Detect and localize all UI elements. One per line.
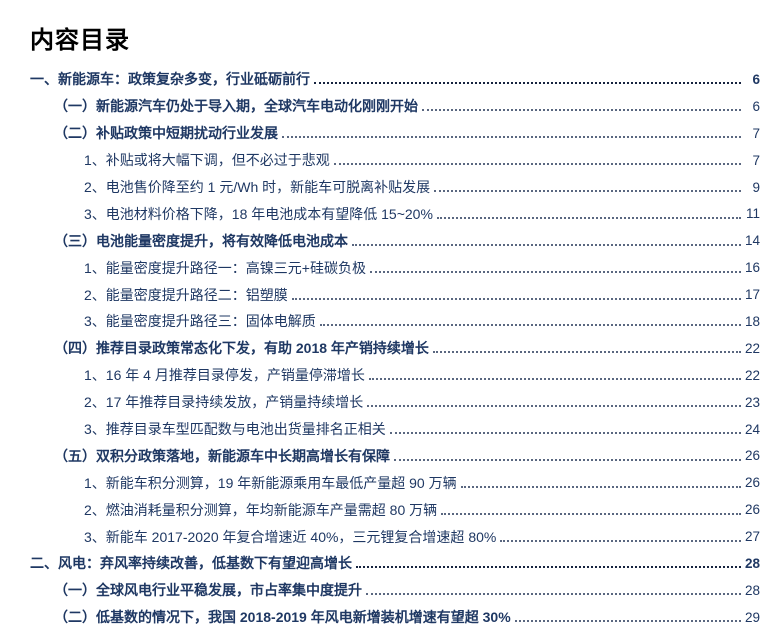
dotted-leader — [500, 539, 741, 542]
toc-entry[interactable]: （一）新能源汽车仍处于导入期，全球汽车电动化刚刚开始 6 — [28, 93, 760, 120]
toc-entry-page-number: 27 — [744, 529, 760, 545]
toc-entry-page-number: 28 — [744, 582, 760, 598]
dotted-leader — [514, 620, 741, 623]
toc-entry[interactable]: 3、新能车 2017-2020 年复合增速近 40%，三元锂复合增速超 80% … — [28, 523, 760, 550]
toc-entry-label: （一）新能源汽车仍处于导入期，全球汽车电动化刚刚开始 — [54, 98, 418, 115]
dotted-leader — [394, 458, 741, 461]
dotted-leader — [291, 297, 741, 300]
toc-entry-page-number: 18 — [744, 313, 760, 329]
toc-entry-page-number: 26 — [744, 448, 760, 464]
toc-entry[interactable]: （二）低基数的情况下，我国 2018-2019 年风电新增装机增速有望超 30%… — [28, 604, 760, 630]
dotted-leader — [389, 432, 741, 435]
toc-entry-page-number: 29 — [744, 609, 760, 625]
toc-entry[interactable]: （二）补贴政策中短期扰动行业发展 7 — [28, 120, 760, 147]
toc-entry-label: （一）全球风电行业平稳发展，市占率集中度提升 — [54, 582, 362, 599]
toc-entry-page-number: 7 — [752, 152, 760, 168]
toc-entry[interactable]: 3、推荐目录车型匹配数与电池出货量排名正相关 24 — [28, 416, 760, 443]
toc-entry[interactable]: 1、补贴或将大幅下调，但不必过于悲观 7 — [28, 147, 760, 174]
dotted-leader — [352, 243, 741, 246]
toc-entry[interactable]: 二、风电：弃风率持续改善，低基数下有望迎高增长 28 — [28, 550, 760, 577]
toc-entry[interactable]: 1、16 年 4 月推荐目录停发，产销量停滞增长 22 — [28, 362, 760, 389]
toc-entry-label: （二）补贴政策中短期扰动行业发展 — [54, 125, 278, 142]
toc-entry-label: （四）推荐目录政策常态化下发，有助 2018 年产销持续增长 — [54, 340, 429, 357]
toc-entry-page-number: 24 — [744, 421, 760, 437]
toc-entry-label: 3、能量密度提升路径三：固体电解质 — [84, 313, 316, 330]
page-title: 内容目录 — [30, 27, 130, 54]
toc-entry-page-number: 7 — [752, 125, 760, 141]
dotted-leader — [422, 109, 741, 112]
toc-entry-page-number: 11 — [745, 206, 760, 222]
toc-entry-page-number: 28 — [744, 555, 760, 571]
dotted-leader — [432, 351, 741, 354]
toc-entry[interactable]: （三）电池能量密度提升，将有效降低电池成本 14 — [28, 227, 760, 254]
toc-entry-page-number: 23 — [744, 394, 760, 410]
dotted-leader — [434, 190, 741, 192]
dotted-leader — [367, 405, 741, 408]
dotted-leader — [436, 216, 741, 219]
dotted-leader — [356, 566, 741, 569]
toc-entry-page-number: 14 — [744, 233, 760, 249]
toc-entry[interactable]: 3、电池材料价格下降，18 年电池成本有望降低 15~20% 11 — [28, 200, 760, 227]
toc-entry-label: 二、风电：弃风率持续改善，低基数下有望迎高增长 — [30, 555, 352, 572]
toc-entry-page-number: 22 — [744, 367, 760, 383]
dotted-leader — [441, 512, 741, 515]
toc-entry-page-number: 22 — [744, 340, 760, 356]
toc-entry[interactable]: 2、电池售价降至约 1 元/Wh 时，新能车可脱离补贴发展 9 — [28, 174, 760, 201]
toc-entry-label: 2、17 年推荐目录持续发放，产销量持续增长 — [84, 394, 364, 411]
table-of-contents: 一、新能源车：政策复杂多变，行业砥砺前行 6 （一）新能源汽车仍处于导入期，全球… — [28, 66, 760, 630]
dotted-leader — [369, 270, 741, 273]
dotted-leader — [282, 136, 741, 139]
dotted-leader — [319, 324, 741, 327]
dotted-leader — [314, 82, 741, 85]
toc-entry[interactable]: （五）双积分政策落地，新能源车中长期高增长有保障 26 — [28, 442, 760, 469]
dotted-leader — [366, 593, 741, 596]
toc-entry[interactable]: 一、新能源车：政策复杂多变，行业砥砺前行 6 — [28, 66, 760, 93]
toc-entry[interactable]: 3、能量密度提升路径三：固体电解质 18 — [28, 308, 760, 335]
toc-entry-label: 2、能量密度提升路径二：铝塑膜 — [84, 286, 288, 303]
dotted-leader — [333, 163, 741, 166]
toc-entry[interactable]: 2、燃油消耗量积分测算，年均新能源车产量需超 80 万辆 26 — [28, 496, 760, 523]
toc-entry-page-number: 26 — [744, 475, 760, 491]
toc-entry-label: 2、燃油消耗量积分测算，年均新能源车产量需超 80 万辆 — [84, 501, 438, 518]
toc-entry-label: 3、推荐目录车型匹配数与电池出货量排名正相关 — [84, 421, 386, 438]
toc-entry-label: 1、补贴或将大幅下调，但不必过于悲观 — [84, 152, 330, 169]
toc-entry-label: 一、新能源车：政策复杂多变，行业砥砺前行 — [30, 71, 310, 88]
toc-entry-page-number: 6 — [752, 98, 760, 114]
toc-entry-label: 1、新能车积分测算，19 年新能源乘用车最低产量超 90 万辆 — [84, 474, 457, 491]
toc-entry-label: （三）电池能量密度提升，将有效降低电池成本 — [54, 232, 348, 249]
toc-entry-label: （二）低基数的情况下，我国 2018-2019 年风电新增装机增速有望超 30% — [54, 609, 511, 626]
toc-entry-page-number: 17 — [744, 287, 760, 303]
toc-entry[interactable]: （一）全球风电行业平稳发展，市占率集中度提升 28 — [28, 577, 760, 604]
toc-entry-label: 3、新能车 2017-2020 年复合增速近 40%，三元锂复合增速超 80% — [84, 528, 497, 545]
toc-entry-page-number: 26 — [744, 502, 760, 518]
toc-entry-label: 1、16 年 4 月推荐目录停发，产销量停滞增长 — [84, 367, 365, 384]
toc-entry-page-number: 9 — [752, 179, 760, 195]
toc-entry[interactable]: 1、新能车积分测算，19 年新能源乘用车最低产量超 90 万辆 26 — [28, 469, 760, 496]
toc-entry[interactable]: 2、17 年推荐目录持续发放，产销量持续增长 23 — [28, 389, 760, 416]
toc-entry-page-number: 6 — [752, 71, 760, 87]
toc-entry[interactable]: 1、能量密度提升路径一：高镍三元+硅碳负极 16 — [28, 254, 760, 281]
toc-entry-label: 3、电池材料价格下降，18 年电池成本有望降低 15~20% — [84, 205, 433, 222]
toc-entry-label: 2、电池售价降至约 1 元/Wh 时，新能车可脱离补贴发展 — [84, 179, 431, 195]
toc-entry-label: （五）双积分政策落地，新能源车中长期高增长有保障 — [54, 447, 390, 464]
toc-entry[interactable]: 2、能量密度提升路径二：铝塑膜 17 — [28, 281, 760, 308]
dotted-leader — [368, 378, 741, 381]
toc-entry-label: 1、能量密度提升路径一：高镍三元+硅碳负极 — [84, 259, 366, 276]
dotted-leader — [460, 485, 741, 488]
toc-entry[interactable]: （四）推荐目录政策常态化下发，有助 2018 年产销持续增长 22 — [28, 335, 760, 362]
toc-entry-page-number: 16 — [744, 260, 760, 276]
